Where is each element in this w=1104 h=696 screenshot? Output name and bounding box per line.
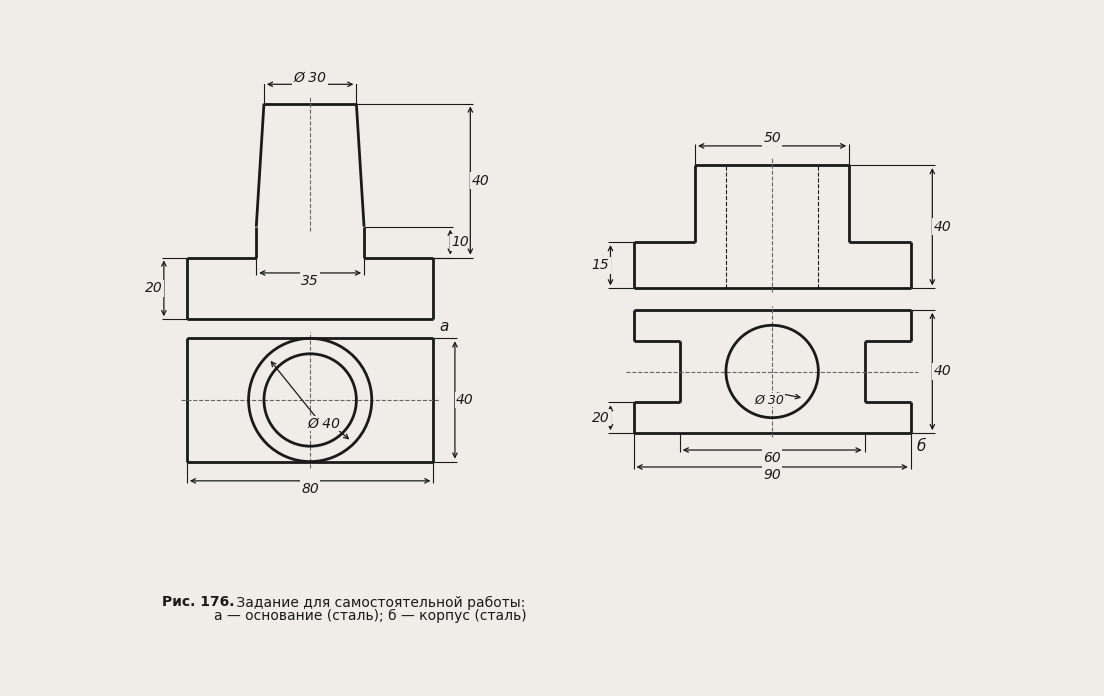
Text: 20: 20 (145, 281, 162, 295)
Text: а: а (439, 319, 449, 334)
Text: 60: 60 (763, 451, 781, 465)
Text: 35: 35 (301, 274, 319, 287)
Text: 15: 15 (592, 258, 609, 272)
Text: Ø 40: Ø 40 (307, 416, 340, 430)
Text: 10: 10 (452, 235, 469, 249)
Text: б: б (917, 439, 926, 454)
Text: 20: 20 (592, 411, 609, 425)
Text: Ø 30: Ø 30 (755, 394, 785, 406)
Text: 50: 50 (763, 131, 781, 145)
Text: 40: 40 (471, 173, 489, 187)
Text: Рис. 176.: Рис. 176. (162, 596, 235, 610)
Text: 90: 90 (763, 468, 781, 482)
Text: 80: 80 (301, 482, 319, 496)
Text: Ø 30: Ø 30 (294, 70, 327, 84)
Text: 40: 40 (934, 365, 952, 379)
Text: Задание для самостоятельной работы:: Задание для самостоятельной работы: (232, 596, 526, 610)
Text: 40: 40 (456, 393, 474, 407)
Text: 40: 40 (934, 220, 952, 234)
Text: а — основание (сталь); б — корпус (сталь): а — основание (сталь); б — корпус (сталь… (214, 608, 527, 623)
